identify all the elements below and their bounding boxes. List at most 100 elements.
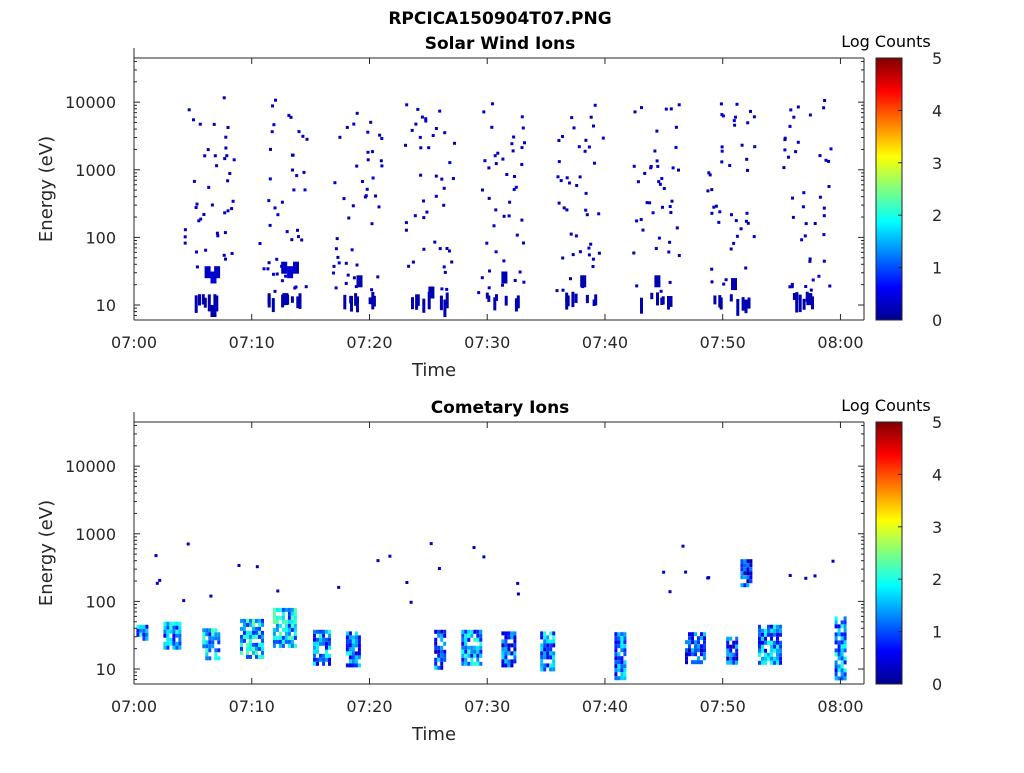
data-cell	[476, 633, 480, 638]
data-cell	[172, 641, 176, 646]
data-cell	[178, 633, 182, 638]
data-cell	[337, 261, 341, 265]
data-cell	[290, 607, 294, 612]
data-cell	[461, 661, 465, 666]
data-cell	[479, 661, 483, 666]
data-cell	[743, 575, 747, 580]
data-cell	[357, 643, 361, 648]
y-tick-label: 100	[85, 228, 116, 247]
data-cell	[246, 646, 249, 651]
colorbar-tick-label: 3	[932, 154, 942, 173]
data-cell	[328, 657, 331, 662]
data-cell	[720, 160, 724, 164]
data-cell	[443, 299, 447, 318]
data-cell	[578, 175, 582, 179]
data-cell	[513, 635, 517, 640]
data-cell	[840, 624, 844, 629]
data-cell	[275, 627, 279, 632]
data-cell	[501, 271, 508, 284]
data-cell	[660, 177, 664, 180]
data-cell	[240, 642, 243, 647]
data-cell	[287, 266, 294, 279]
data-cell	[540, 647, 544, 652]
data-cell	[328, 661, 331, 666]
data-cell	[521, 126, 525, 130]
data-cell	[706, 576, 710, 580]
data-cell	[224, 146, 228, 150]
data-cell	[249, 654, 252, 659]
data-cell	[681, 544, 685, 548]
data-cell	[346, 273, 350, 277]
data-cell	[163, 625, 167, 630]
data-cell	[255, 654, 258, 659]
data-cell	[440, 633, 444, 638]
data-cell	[226, 126, 230, 129]
data-cell	[834, 616, 838, 621]
data-cell	[510, 651, 514, 656]
data-cell	[688, 640, 691, 645]
data-cell	[261, 622, 264, 627]
data-cell	[729, 652, 733, 657]
data-cell	[623, 652, 627, 657]
data-cell	[388, 554, 392, 558]
data-cell	[464, 645, 468, 650]
data-cell	[348, 631, 352, 636]
data-cell	[202, 640, 206, 645]
data-cell	[172, 637, 176, 642]
data-cell	[745, 211, 749, 215]
data-cell	[422, 247, 426, 251]
data-cell	[183, 235, 187, 239]
data-cell	[287, 643, 291, 648]
data-cell	[361, 180, 364, 183]
data-cell	[322, 629, 325, 634]
data-cell	[217, 636, 221, 641]
data-cell	[620, 668, 624, 673]
data-cell	[511, 149, 515, 153]
data-cell	[243, 638, 246, 643]
data-cell	[348, 639, 352, 644]
data-cell	[501, 639, 505, 644]
data-cell	[325, 649, 328, 654]
data-cell	[243, 630, 246, 635]
data-cell	[513, 651, 517, 656]
data-cell	[552, 663, 556, 668]
data-cell	[549, 655, 553, 660]
data-cell	[746, 567, 750, 572]
data-cell	[275, 623, 279, 628]
data-cell	[172, 645, 176, 650]
data-cell	[764, 656, 767, 661]
data-cell	[278, 615, 282, 620]
data-cell	[746, 563, 750, 568]
data-cell	[198, 122, 202, 126]
data-cell	[834, 632, 838, 637]
data-cell	[635, 219, 639, 223]
data-cell	[169, 625, 173, 630]
x-tick-label: 07:10	[229, 333, 275, 352]
data-cell	[293, 611, 297, 616]
data-cell	[316, 637, 319, 642]
data-cell	[770, 660, 773, 665]
data-cell	[357, 655, 361, 660]
data-cell	[758, 644, 761, 649]
data-cell	[479, 637, 483, 642]
data-cell	[313, 641, 316, 646]
data-cell	[732, 660, 736, 665]
data-cell	[703, 644, 706, 649]
data-cell	[703, 640, 706, 645]
data-cell	[142, 636, 146, 641]
panel-title: Cometary Ions	[431, 398, 570, 418]
data-cell	[728, 164, 732, 167]
data-cell	[623, 676, 627, 681]
data-cell	[272, 123, 276, 127]
data-cell	[752, 115, 756, 119]
data-cell	[145, 632, 149, 637]
data-cell	[316, 645, 319, 650]
data-cell	[178, 637, 182, 642]
data-cell	[275, 619, 279, 624]
data-cell	[694, 648, 697, 653]
data-cell	[302, 170, 306, 174]
data-cell	[697, 636, 700, 641]
data-cell	[261, 618, 264, 623]
data-cell	[237, 564, 241, 567]
data-cell	[776, 656, 779, 661]
